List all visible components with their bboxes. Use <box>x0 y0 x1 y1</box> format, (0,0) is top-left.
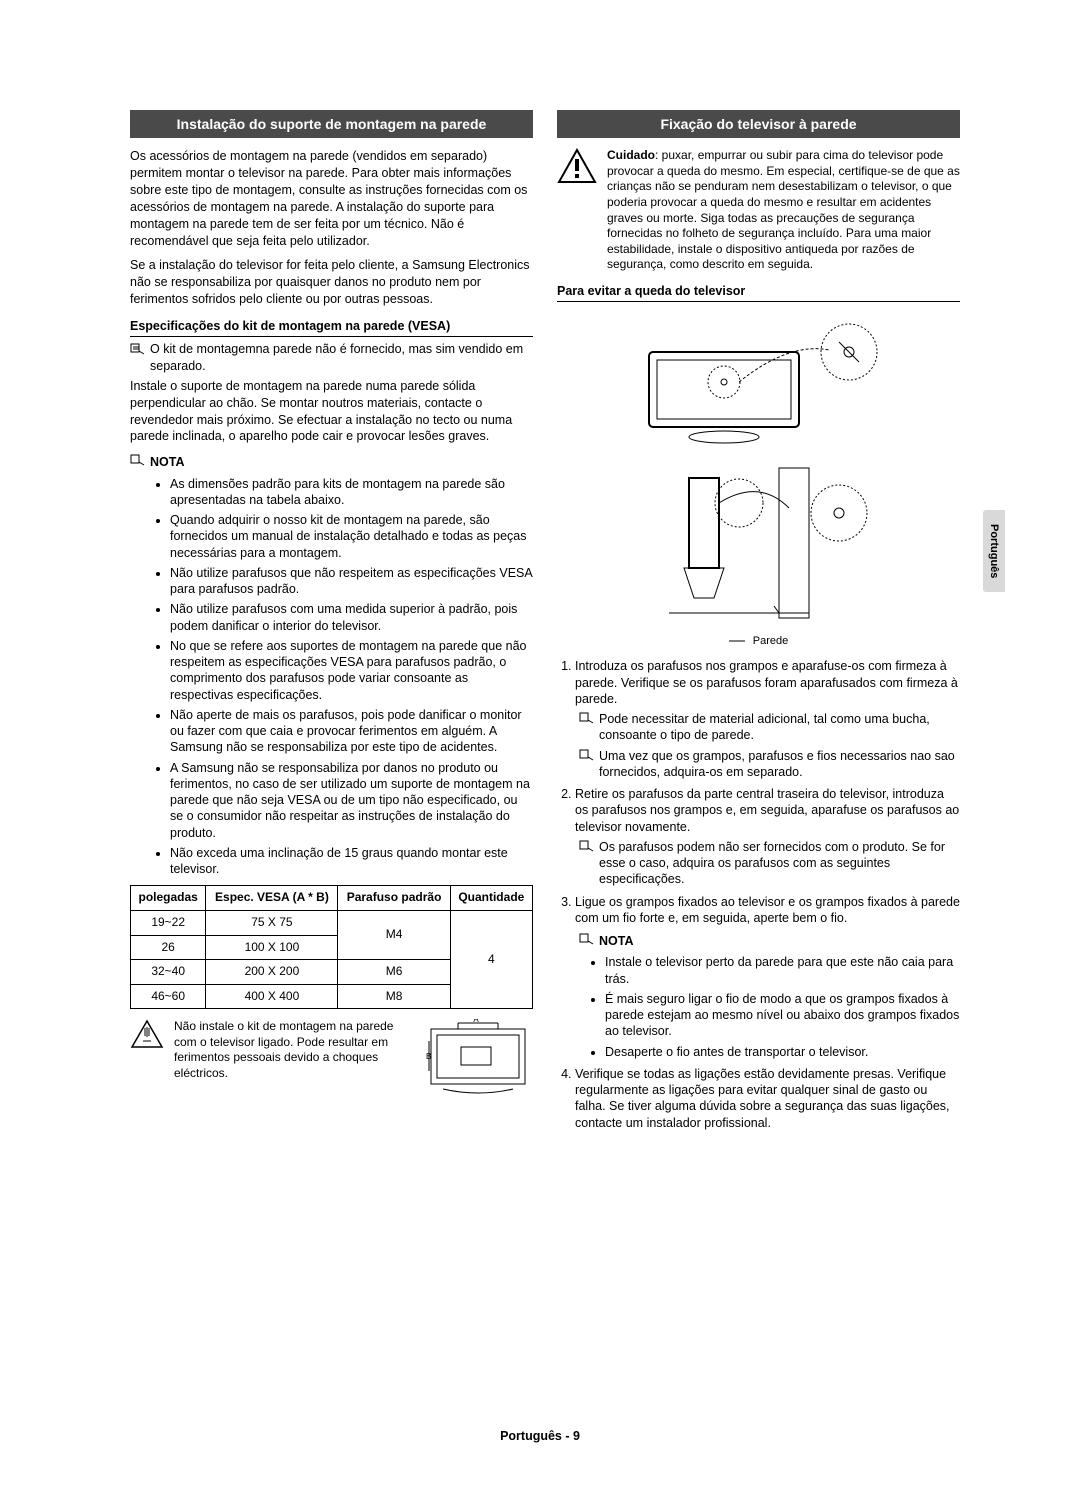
table-row: 19~22 75 X 75 M4 4 <box>131 910 533 935</box>
cell: 75 X 75 <box>206 910 338 935</box>
bullet-item: As dimensões padrão para kits de montage… <box>170 476 533 509</box>
cell: 100 X 100 <box>206 935 338 960</box>
step-1-sub-1: Pode necessitar de material adicional, t… <box>579 711 960 744</box>
right-column: Fixação do televisor à parede Cuidado: p… <box>557 110 960 1137</box>
nota-label-text: NOTA <box>150 454 185 470</box>
left-subhead-vesa: Especificações do kit de montagem na par… <box>130 318 533 337</box>
step-1-sub-2: Uma vez que os grampos, parafusos e fios… <box>579 748 960 781</box>
cell: 400 X 400 <box>206 984 338 1009</box>
note-icon <box>579 839 595 857</box>
step-3-text: Ligue os grampos fixados ao televisor e … <box>575 895 960 925</box>
step-4: Verifique se todas as ligações estão dev… <box>575 1066 960 1131</box>
cell: 46~60 <box>131 984 206 1009</box>
parede-label: Parede <box>729 634 788 648</box>
right-subhead: Para evitar a queda do televisor <box>557 283 960 302</box>
vesa-table: polegadas Espec. VESA (A * B) Parafuso p… <box>130 885 533 1009</box>
caution-box: Cuidado: puxar, empurrar ou subir para c… <box>557 148 960 273</box>
tv-wall-diagram <box>629 458 889 628</box>
page: Instalação do suporte de montagem na par… <box>0 0 1080 1197</box>
note-icon <box>130 342 146 360</box>
step-3-nota: NOTA <box>579 932 960 950</box>
cell: M6 <box>338 960 450 985</box>
cell: M8 <box>338 984 450 1009</box>
th-screw: Parafuso padrão <box>338 886 450 911</box>
sub-text: Uma vez que os grampos, parafusos e fios… <box>599 748 960 781</box>
step-1-text: Introduza os parafusos nos grampos e apa… <box>575 659 958 706</box>
step-4-text: Verifique se todas as ligações estão dev… <box>575 1067 950 1130</box>
th-vesa: Espec. VESA (A * B) <box>206 886 338 911</box>
parede-text: Parede <box>753 634 788 648</box>
bullet-item: Quando adquirir o nosso kit de montagem … <box>170 512 533 561</box>
step-3: Ligue os grampos fixados ao televisor e … <box>575 894 960 1060</box>
note-icon <box>579 711 595 729</box>
note-icon <box>579 748 595 766</box>
bullet-item: Não aperte de mais os parafusos, pois po… <box>170 707 533 756</box>
left-note-1: O kit de montagemna parede não é forneci… <box>130 341 533 374</box>
th-inches: polegadas <box>131 886 206 911</box>
bullet-item: No que se refere aos suportes de montage… <box>170 638 533 703</box>
tv-top-diagram <box>629 312 889 452</box>
warning-text: Não instale o kit de montagem na parede … <box>174 1019 413 1081</box>
inner-item: Instale o televisor perto da parede para… <box>605 954 960 987</box>
step-3-inner: Instale o televisor perto da parede para… <box>575 954 960 1060</box>
cell: 200 X 200 <box>206 960 338 985</box>
steps-list: Introduza os parafusos nos grampos e apa… <box>557 658 960 1131</box>
bullet-item: A Samsung não se responsabiliza por dano… <box>170 760 533 841</box>
sub-text: Pode necessitar de material adicional, t… <box>599 711 960 744</box>
page-footer: Português - 9 <box>0 1428 1080 1444</box>
note-icon <box>130 453 146 471</box>
cell: 32~40 <box>131 960 206 985</box>
left-para-2: Se a instalação do televisor for feita p… <box>130 257 533 308</box>
step-2-sub-1: Os parafusos podem não ser fornecidos co… <box>579 839 960 888</box>
caution-bold: Cuidado <box>607 148 655 162</box>
warning-triangle-icon <box>130 1019 164 1054</box>
left-bullets: As dimensões padrão para kits de montage… <box>130 476 533 878</box>
inner-item: Desaperte o fio antes de transportar o t… <box>605 1044 960 1060</box>
warning-row: Não instale o kit de montagem na parede … <box>130 1019 533 1104</box>
caution-text: Cuidado: puxar, empurrar ou subir para c… <box>607 148 960 273</box>
note-icon <box>579 932 595 950</box>
sub-text: Os parafusos podem não ser fornecidos co… <box>599 839 960 888</box>
left-note-1-text: O kit de montagemna parede não é forneci… <box>150 341 533 374</box>
step-2: Retire os parafusos da parte central tra… <box>575 786 960 888</box>
nota-label: NOTA <box>130 453 533 471</box>
tv-back-diagram: A B <box>423 1019 533 1104</box>
left-para-1: Os acessórios de montagem na parede (ven… <box>130 148 533 249</box>
language-tab: Português <box>983 510 1005 592</box>
bullet-item: Não utilize parafusos que não respeitem … <box>170 565 533 598</box>
th-qty: Quantidade <box>450 886 532 911</box>
caution-body: : puxar, empurrar ou subir para cima do … <box>607 148 960 271</box>
caution-triangle-icon <box>557 148 597 189</box>
cell: 26 <box>131 935 206 960</box>
inner-item: É mais seguro ligar o fio de modo a que … <box>605 991 960 1040</box>
cell: M4 <box>338 910 450 959</box>
left-column: Instalação do suporte de montagem na par… <box>130 110 533 1137</box>
left-banner: Instalação do suporte de montagem na par… <box>130 110 533 138</box>
svg-text:A: A <box>473 1019 479 1024</box>
bullet-item: Não exceda uma inclinação de 15 graus qu… <box>170 845 533 878</box>
bullet-item: Não utilize parafusos com uma medida sup… <box>170 601 533 634</box>
cell: 19~22 <box>131 910 206 935</box>
tv-wall-illustration: Parede <box>557 312 960 648</box>
nota-text: NOTA <box>599 933 634 949</box>
step-1: Introduza os parafusos nos grampos e apa… <box>575 658 960 780</box>
cell: 4 <box>450 910 532 1008</box>
step-2-text: Retire os parafusos da parte central tra… <box>575 787 959 834</box>
right-banner: Fixação do televisor à parede <box>557 110 960 138</box>
left-para-3: Instale o suporte de montagem na parede … <box>130 378 533 446</box>
